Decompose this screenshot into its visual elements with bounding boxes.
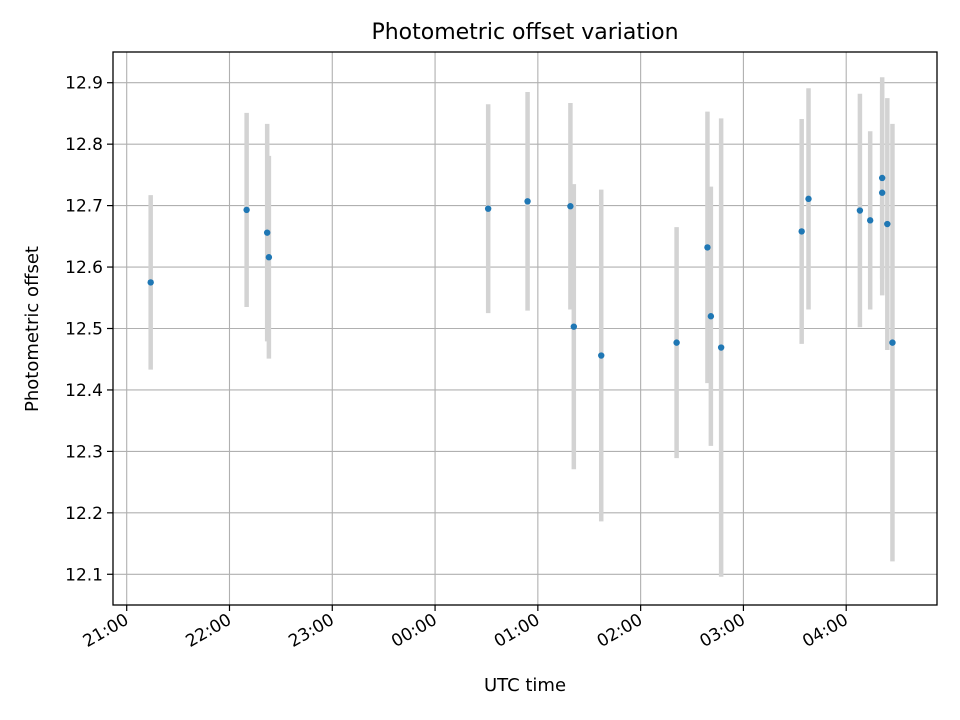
data-point: [878, 189, 886, 196]
data-point: [263, 229, 271, 236]
data-point: [265, 254, 273, 261]
data-point: [524, 198, 531, 205]
data-point: [856, 207, 864, 214]
data-point: [798, 228, 805, 235]
data-point: [567, 203, 574, 210]
data-point: [889, 339, 896, 346]
data-point: [717, 344, 725, 351]
y-tick-label: 12.3: [65, 442, 103, 462]
chart-title: Photometric offset variation: [371, 20, 678, 45]
data-point: [704, 244, 711, 251]
data-point: [884, 220, 891, 228]
y-tick-label: 12.9: [65, 74, 103, 94]
y-axis-label: Photometric offset: [22, 246, 43, 412]
data-point: [147, 279, 154, 286]
data-point: [484, 205, 492, 212]
data-point: [570, 323, 578, 330]
data-points: [147, 174, 896, 359]
y-axis-ticks: 12.1 12.2 12.3 12.4 12.5 12.6 12.7 12.8 12.9: [65, 74, 113, 585]
y-tick-label: 12.8: [65, 135, 103, 155]
y-tick-label: 12.5: [65, 320, 103, 340]
data-point: [878, 174, 886, 182]
data-point: [673, 339, 680, 346]
y-tick-label: 12.7: [65, 197, 103, 217]
data-point: [866, 217, 874, 224]
y-tick-label: 12.2: [65, 504, 103, 524]
data-point: [805, 195, 812, 203]
y-tick-label: 12.6: [65, 258, 103, 278]
x-axis-label: UTC time: [484, 675, 566, 696]
data-point: [707, 313, 715, 320]
data-point: [598, 352, 605, 359]
y-tick-label: 12.1: [65, 565, 103, 585]
data-point: [243, 206, 250, 214]
y-tick-label: 12.4: [65, 381, 103, 401]
